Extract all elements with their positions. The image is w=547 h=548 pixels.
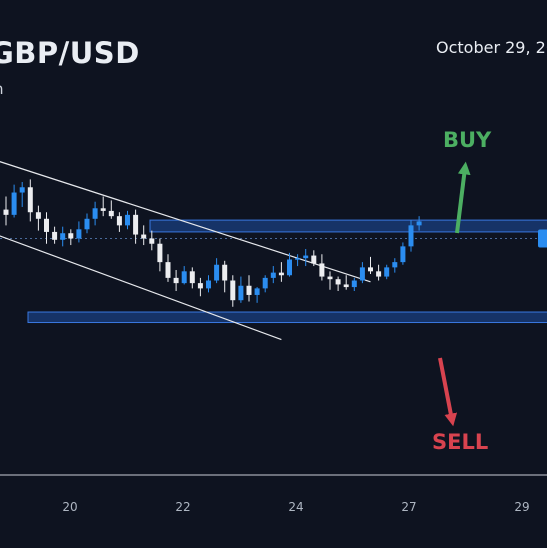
candle-body bbox=[173, 277, 179, 284]
x-tick-label: 24 bbox=[288, 500, 304, 514]
candle-body bbox=[125, 214, 130, 226]
candle-body bbox=[368, 267, 373, 272]
candle-body bbox=[189, 271, 195, 284]
support-zone bbox=[27, 311, 547, 324]
resistance-zone bbox=[149, 219, 547, 233]
candle-body bbox=[295, 258, 301, 260]
candle-body bbox=[384, 267, 390, 277]
candle-body bbox=[84, 218, 90, 230]
candle-body bbox=[230, 280, 236, 301]
candle-body bbox=[197, 283, 203, 289]
candle-body bbox=[76, 229, 82, 239]
candle-body bbox=[133, 214, 139, 235]
candle-body bbox=[335, 279, 341, 285]
chart-subtitle: h bbox=[0, 80, 4, 98]
x-tick-label: 22 bbox=[175, 500, 191, 514]
candle-body bbox=[408, 225, 414, 247]
candle-body bbox=[27, 187, 33, 213]
chart-title: GBP/USD bbox=[0, 36, 140, 70]
candle-body bbox=[303, 255, 309, 259]
candle-body bbox=[35, 212, 41, 219]
candle-body bbox=[416, 221, 422, 226]
candle-body bbox=[311, 255, 317, 264]
x-tick-label: 29 bbox=[514, 500, 530, 514]
candle-body bbox=[60, 233, 66, 240]
channel-lower-line bbox=[0, 235, 282, 341]
candle-body bbox=[222, 264, 228, 281]
x-tick-label: 27 bbox=[401, 500, 417, 514]
candle-body bbox=[359, 267, 365, 281]
candle-body bbox=[287, 259, 292, 276]
candle-body bbox=[327, 276, 333, 280]
candle-body bbox=[52, 231, 58, 240]
candle-body bbox=[400, 246, 406, 263]
current-price-marker bbox=[538, 229, 547, 248]
candle-body bbox=[165, 262, 171, 278]
candle-body bbox=[44, 218, 49, 232]
candle-body bbox=[214, 264, 220, 281]
candle-body bbox=[181, 271, 187, 284]
candle-body bbox=[100, 208, 106, 211]
date-label: October 29, 20 bbox=[436, 38, 547, 57]
candle-body bbox=[92, 208, 98, 219]
candle-body bbox=[351, 280, 357, 288]
candle-body bbox=[141, 234, 147, 239]
buy-arrow bbox=[455, 161, 471, 234]
candle-body bbox=[376, 271, 382, 277]
candle-body bbox=[343, 284, 349, 288]
candle-body bbox=[11, 192, 17, 215]
candle-body bbox=[392, 262, 398, 268]
x-tick-label: 20 bbox=[62, 500, 78, 514]
sell-label: SELL bbox=[432, 430, 489, 454]
candle-body bbox=[68, 233, 74, 239]
candle-body bbox=[319, 263, 325, 277]
candle-body bbox=[238, 285, 244, 301]
buy-label: BUY bbox=[443, 128, 492, 152]
candle-body bbox=[3, 209, 9, 215]
candle-body bbox=[270, 272, 276, 278]
candle-body bbox=[262, 277, 268, 289]
candle-body bbox=[116, 216, 122, 226]
candle-body bbox=[108, 210, 114, 217]
candle-body bbox=[254, 288, 260, 295]
candle-body bbox=[206, 280, 211, 289]
sell-arrow bbox=[438, 357, 458, 427]
candle-body bbox=[19, 187, 25, 193]
candle-body bbox=[157, 243, 163, 263]
candle-body bbox=[278, 272, 284, 276]
candle-body bbox=[246, 285, 252, 295]
candle-body bbox=[149, 238, 155, 244]
